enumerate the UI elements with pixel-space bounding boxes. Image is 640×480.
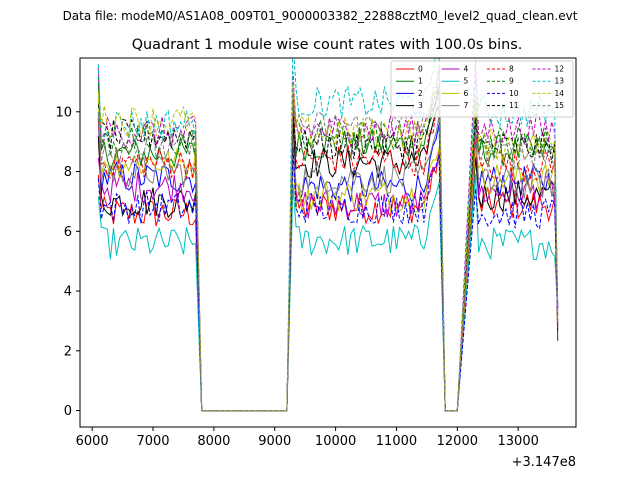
legend-label-5: 5 [464, 77, 469, 86]
series-line-10 [97, 147, 559, 412]
legend-label-3: 3 [418, 101, 423, 110]
series-line-14 [97, 83, 559, 412]
x-tick-label: 11000 [376, 434, 417, 449]
series-line-7 [97, 111, 559, 412]
x-tick-label: 12000 [437, 434, 478, 449]
series-line-15 [97, 65, 559, 412]
x-tick-label: 10000 [315, 434, 356, 449]
legend-label-14: 14 [555, 89, 565, 98]
legend-box [390, 60, 574, 118]
series-layer [97, 58, 559, 412]
legend-label-12: 12 [555, 65, 565, 74]
legend-label-11: 11 [509, 101, 519, 110]
series-line-2 [97, 117, 559, 412]
series-line-9 [97, 76, 559, 412]
series-line-3 [97, 105, 559, 412]
series-line-8 [97, 95, 559, 412]
series-line-13 [97, 58, 559, 412]
legend-label-8: 8 [509, 65, 514, 74]
x-tick-label: 6000 [76, 434, 109, 449]
legend-label-13: 13 [555, 77, 565, 86]
legend-label-9: 9 [509, 77, 514, 86]
legend-label-1: 1 [418, 77, 423, 86]
legend-label-0: 0 [418, 65, 423, 74]
plot-frame [79, 57, 577, 428]
series-line-11 [97, 87, 559, 412]
y-tick-label: 8 [64, 165, 72, 180]
x-tick-label: 13000 [498, 434, 539, 449]
series-line-12 [97, 60, 559, 412]
chart-title: Quadrant 1 module wise count rates with … [132, 37, 523, 53]
y-tick-label: 0 [64, 404, 72, 419]
x-axis: 6000 7000 8000 9000 10000 11000 12000 13000 [76, 427, 539, 449]
chart-suptitle: Data file: modeM0/AS1A08_009T01_90000033… [63, 9, 578, 23]
legend-label-2: 2 [418, 89, 423, 98]
legend-label-7: 7 [464, 101, 469, 110]
y-tick-label: 2 [64, 344, 72, 359]
legend-label-10: 10 [509, 89, 519, 98]
legend-label-6: 6 [464, 89, 469, 98]
y-tick-label: 6 [64, 225, 72, 240]
y-tick-label: 4 [64, 285, 72, 300]
x-tick-label: 9000 [258, 434, 291, 449]
legend-label-4: 4 [464, 65, 469, 74]
legend-label-15: 15 [555, 101, 565, 110]
x-tick-label: 7000 [136, 434, 169, 449]
series-line-4 [97, 125, 559, 412]
y-axis: 0 2 4 6 8 10 [55, 105, 80, 419]
y-tick-label: 10 [55, 105, 72, 120]
series-line-5 [97, 174, 559, 412]
x-tick-label: 8000 [197, 434, 230, 449]
x-offset-label: +3.147e8 [512, 455, 576, 470]
